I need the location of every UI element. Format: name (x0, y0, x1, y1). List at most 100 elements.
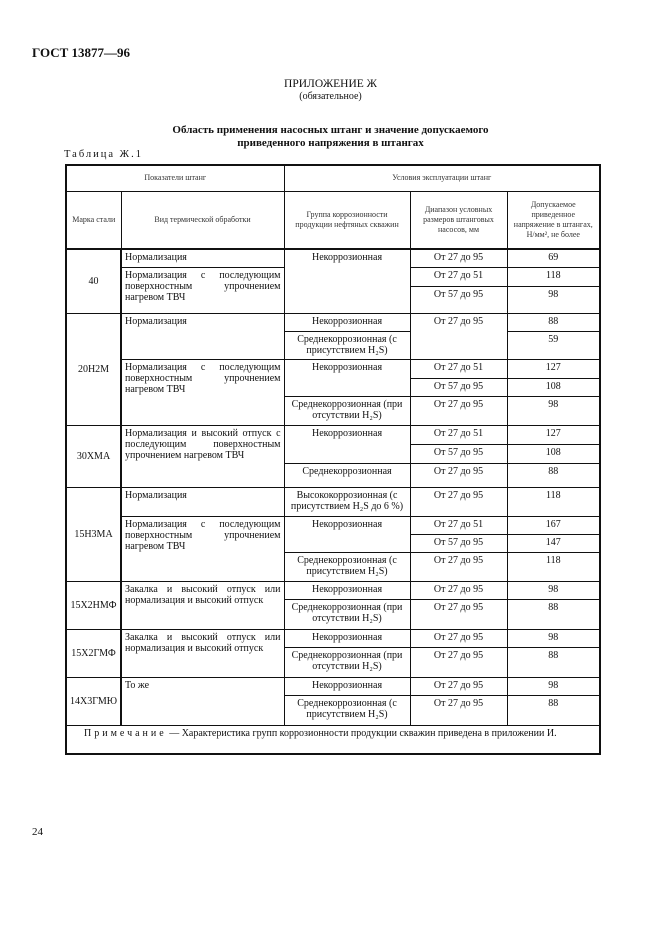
table-row: 20Н2М Нормализация Некоррозионная От 27 до … (65, 312, 601, 426)
table-cell: 167 (506, 515, 601, 535)
table-cell: Некоррозионная (283, 515, 411, 553)
treatment-cell: То же (120, 676, 285, 726)
table-cell: Некоррозионная (283, 424, 411, 464)
table-cell: Среднекоррозионная (при отсутствии H₂S) (283, 646, 411, 678)
table-cell: От 27 до 95 (409, 486, 508, 517)
treatment-cell: Закалка и высокий отпуск или нормализаци… (120, 580, 285, 630)
table-row: От 57 до 95 147 (66, 533, 601, 553)
table-row: 15Н3МА Нормализация Высококоррозионная (с … (65, 486, 601, 582)
table-cell: От 27 до 51 (409, 358, 508, 379)
table-row: Среднекоррозионная От 27 до 95 88 (66, 462, 601, 488)
steel-grade-cell: 40 (65, 248, 122, 314)
table-cell: Среднекоррозионная (283, 462, 411, 488)
table-row: 15Х2НМФ Закалка и высокий отпуск или норм… (65, 580, 601, 630)
table-cell: От 27 до 95 (409, 598, 508, 630)
table-row: Среднекоррозионная (с присутствием H₂S) О… (66, 694, 601, 726)
header-treatment: Вид термической обработки (120, 190, 285, 250)
table-title-line1: Область применения насосных штанг и знач… (172, 124, 489, 136)
table-cell: От 27 до 95 (409, 676, 508, 696)
table-cell: 127 (506, 424, 601, 445)
table-cell: От 57 до 95 (409, 533, 508, 553)
note-label: Примечание (84, 727, 167, 739)
treatment-cell: Закалка и высокий отпуск или нормализаци… (120, 628, 285, 678)
header-group-rod-params: Показатели штанг (65, 164, 285, 192)
data-table: Показатели штанг Условия эксплуатации шт… (65, 164, 602, 755)
table-cell: Некоррозионная (283, 248, 411, 314)
header-range: Диапазон условных размеров штанговых нас… (409, 190, 508, 250)
table-cell: От 27 до 51 (409, 424, 508, 445)
table-cell: От 27 до 95 (409, 462, 508, 488)
table-cell: От 27 до 95 (409, 580, 508, 600)
treatment-cell: Нормализация (120, 248, 285, 268)
header-corrosion: Группа коррозионности продукции нефтяных… (283, 190, 411, 250)
page-number: 24 (32, 826, 43, 838)
table-cell: Некоррозионная (283, 358, 411, 397)
treatment-cell: Нормализация (120, 486, 285, 517)
table-row: 14Х3ГМЮ То же Некоррозионная От 27 до 95 98 (65, 676, 601, 726)
treatment-cell: Нормализация (120, 312, 285, 360)
table-cell: Среднекоррозионная (с присутствием H₂S) (283, 330, 411, 360)
table-cell: 88 (506, 312, 601, 332)
table-cell: От 27 до 51 (409, 515, 508, 535)
steel-grade-cell: 30ХМА (65, 424, 122, 488)
table-cell: Среднекоррозионная (с присутствием H₂S) (283, 694, 411, 726)
table-cell: Высококоррозионная (с присутствием H₂S д… (283, 486, 411, 517)
table-cell: 98 (506, 676, 601, 696)
appendix-title: ПРИЛОЖЕНИЕ Ж (284, 78, 377, 90)
table-cell: 88 (506, 462, 601, 488)
table-cell: 147 (506, 533, 601, 553)
note-text: — Характеристика групп коррозионности пр… (166, 727, 557, 739)
table-cell: Среднекоррозионная (с присутствием H₂S) (283, 551, 411, 582)
table-cell: От 27 до 95 (409, 628, 508, 648)
table-cell: От 27 до 95 (409, 395, 508, 426)
table-row: Среднекоррозионная (при отсутствии H₂S) О… (66, 646, 601, 678)
table-cell: Некоррозионная (283, 676, 411, 696)
steel-grade-cell: 15Н3МА (65, 486, 122, 582)
table-cell: Некоррозионная (283, 312, 411, 332)
table-row: 30ХМА Нормализация и высокий отпуск с пос… (65, 424, 601, 488)
table-cell: Среднекоррозионная (при отсутствии H₂S) (283, 598, 411, 630)
table-row: Нормализация с последующим поверхностным… (66, 358, 601, 426)
table-row: Среднекоррозионная (с присутствием H₂S) О… (66, 551, 601, 582)
steel-grade-cell: 15Х2ГМФ (65, 628, 122, 678)
treatment-cell: Нормализация с последующим поверхностным… (120, 515, 285, 582)
table-cell: Некоррозионная (283, 580, 411, 600)
table-cell: 98 (506, 628, 601, 648)
treatment-cell: Нормализация с последующим поверхностным… (120, 266, 285, 314)
table-cell: 108 (506, 443, 601, 464)
table-row: От 57 до 95 98 (66, 285, 601, 314)
table-cell: 127 (506, 358, 601, 379)
table-cell: 88 (506, 598, 601, 630)
table-note: Примечание — Характеристика групп корроз… (65, 724, 601, 755)
steel-grade-cell: 20Н2М (65, 312, 122, 426)
steel-grade-cell: 14Х3ГМЮ (65, 676, 122, 726)
table-cell: 98 (506, 285, 601, 314)
table-cell: От 27 до 95 (409, 646, 508, 678)
table-cell: Некоррозионная (283, 628, 411, 648)
table-cell: 88 (506, 646, 601, 678)
table-title-line2: приведенного напряжения в штангах (237, 137, 424, 149)
table-cell: 118 (506, 551, 601, 582)
appendix-subtitle: (обязательное) (299, 91, 362, 102)
header-grade: Марка стали (65, 190, 122, 250)
table-cell: От 27 до 95 (409, 312, 508, 360)
table-cell: От 27 до 51 (409, 266, 508, 287)
table-cell: 118 (506, 486, 601, 517)
table-cell: От 57 до 95 (409, 443, 508, 464)
table-cell: 59 (506, 330, 601, 360)
table-cell: 88 (506, 694, 601, 726)
steel-grade-cell: 15Х2НМФ (65, 580, 122, 630)
table-row: 15Х2ГМФ Закалка и высокий отпуск или норм… (65, 628, 601, 678)
table-cell: От 27 до 95 (409, 551, 508, 582)
header-group-conditions: Условия эксплуатации штанг (283, 164, 601, 192)
table-cell: От 57 до 95 (409, 377, 508, 397)
table-cell: От 57 до 95 (409, 285, 508, 314)
table-title: Область применения насосных штанг и знач… (0, 124, 661, 150)
table-row: 40 Нормализация Некоррозионная От 27 до 95 6… (65, 248, 601, 314)
table-cell: Среднекоррозионная (при отсутствии H₂S) (283, 395, 411, 426)
treatment-cell: Нормализация и высокий отпуск с последую… (120, 424, 285, 488)
header-stress: Допускаемое приведенное напряжение в шта… (506, 190, 601, 250)
table-cell: От 27 до 95 (409, 248, 508, 268)
table-cell: 98 (506, 395, 601, 426)
table-cell: 98 (506, 580, 601, 600)
